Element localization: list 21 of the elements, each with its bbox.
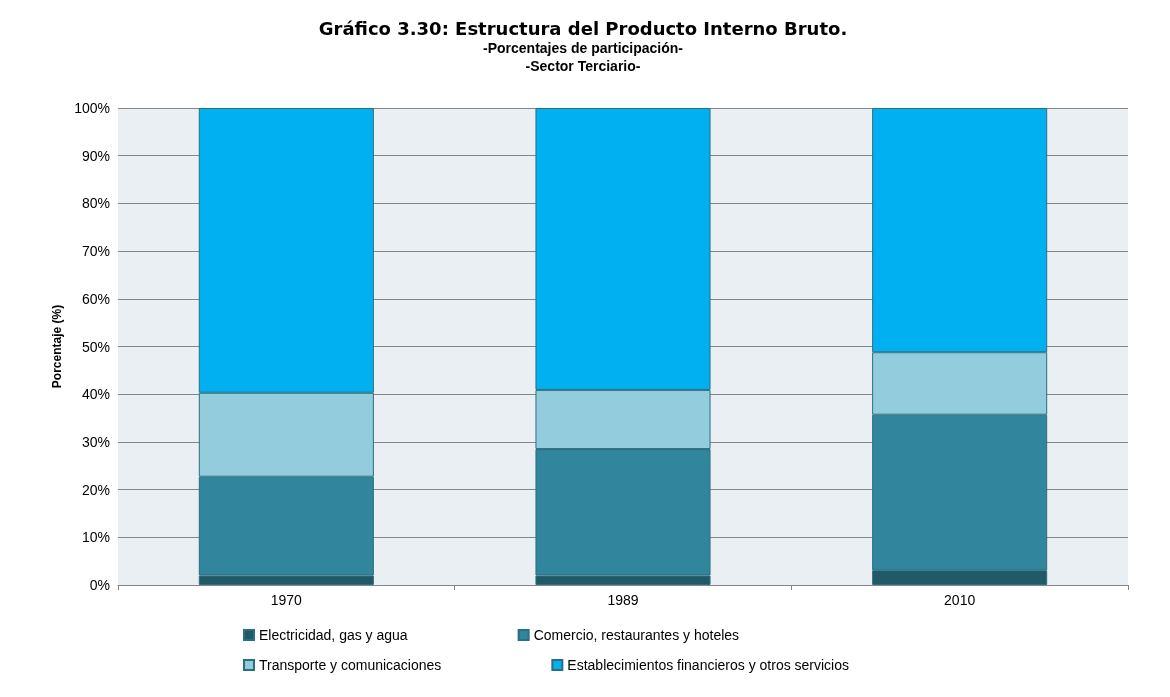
legend-label: Comercio, restaurantes y hoteles [533,627,740,643]
y-tick-label: 80% [81,195,110,212]
y-tick-label: 50% [81,338,110,355]
chart-title: Gráfico 3.30: Estructura del Producto Interno Bruto. [318,17,848,39]
y-tick-label: 100% [74,100,110,116]
y-tick-label: 20% [81,481,110,498]
chart-subtitle: -Porcentajes de participación- -Sector Terciario- [483,40,684,74]
y-tick-label: 0% [89,577,110,593]
y-tick-label: 10% [81,529,110,546]
y-tick-label: 30% [81,433,110,450]
y-axis-title: Porcentaje (%) [50,304,65,389]
y-tick-label: 40% [81,386,110,403]
y-tick-label: 90% [81,147,110,164]
y-tick-label: 60% [81,290,110,307]
legend-label: Transporte y comunicaciones [259,657,442,673]
legend-label: Establecimientos financieros y otros servicios [567,657,850,673]
legend-label: Electricidad, gas y agua [259,627,408,643]
x-tick-label: 2010 [944,592,976,608]
y-tick-label: 70% [81,243,110,260]
x-tick-label: 1989 [607,592,639,608]
x-tick-label: 1970 [270,592,303,608]
